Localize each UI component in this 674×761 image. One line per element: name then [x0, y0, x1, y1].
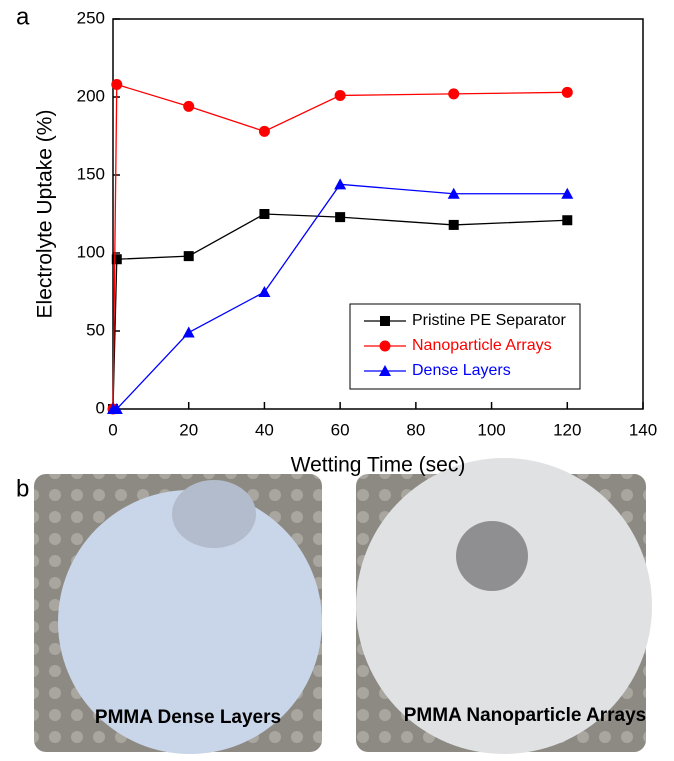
legend-label: Nanoparticle Arrays [412, 337, 552, 354]
marker [447, 187, 460, 199]
x-tick-label: 140 [629, 420, 657, 439]
x-tick-label: 120 [553, 420, 581, 439]
y-axis-label: Electrolyte Uptake (%) [34, 110, 57, 319]
y-tick-label: 100 [77, 242, 105, 261]
y-tick-label: 200 [77, 86, 105, 105]
plot-frame [112, 18, 644, 410]
panel-label: b [16, 475, 29, 502]
marker [448, 88, 460, 100]
marker [111, 254, 122, 265]
y-tick-label: 250 [77, 8, 105, 27]
marker [182, 326, 195, 338]
x-axis-label: Wetting Time (sec) [291, 454, 466, 477]
marker [335, 212, 346, 223]
x-tick-label: 0 [108, 420, 117, 439]
marker [183, 251, 194, 262]
marker [258, 125, 270, 137]
marker [448, 219, 459, 230]
x-tick-label: 60 [331, 420, 350, 439]
marker [334, 89, 346, 101]
y-tick-label: 150 [77, 164, 105, 183]
legend-marker [379, 340, 391, 352]
marker [561, 187, 574, 199]
x-tick-label: 80 [406, 420, 425, 439]
x-tick-label: 20 [179, 420, 198, 439]
marker [334, 178, 347, 190]
marker [258, 286, 271, 297]
x-tick-label: 100 [477, 420, 505, 439]
marker [562, 215, 573, 226]
legend-label: Dense Layers [412, 362, 511, 379]
legend: Pristine PE Separator Nanoparticle Arrays… [349, 303, 581, 390]
legend-label: Pristine PE Separator [412, 312, 567, 329]
legend-marker [379, 365, 391, 376]
photo-caption: PMMA Dense Layers [95, 707, 281, 728]
x-tick-label: 40 [255, 420, 274, 439]
photo: PMMA Nanoparticle Arrays [356, 458, 652, 754]
chart: 0 20 40 60 80 100 120 140 0 50 100 150 200 250 Wetting… [34, 8, 658, 476]
photo: PMMA Dense Layers [34, 474, 322, 754]
panel-label: a [16, 3, 30, 30]
marker [111, 79, 123, 91]
marker [561, 86, 573, 98]
legend-marker [380, 316, 390, 326]
marker [259, 209, 270, 219]
marker [183, 100, 195, 112]
marker [110, 403, 123, 414]
y-tick-label: 0 [96, 398, 105, 417]
y-tick-label: 50 [86, 320, 105, 339]
photo-caption: PMMA Nanoparticle Arrays [404, 705, 647, 726]
